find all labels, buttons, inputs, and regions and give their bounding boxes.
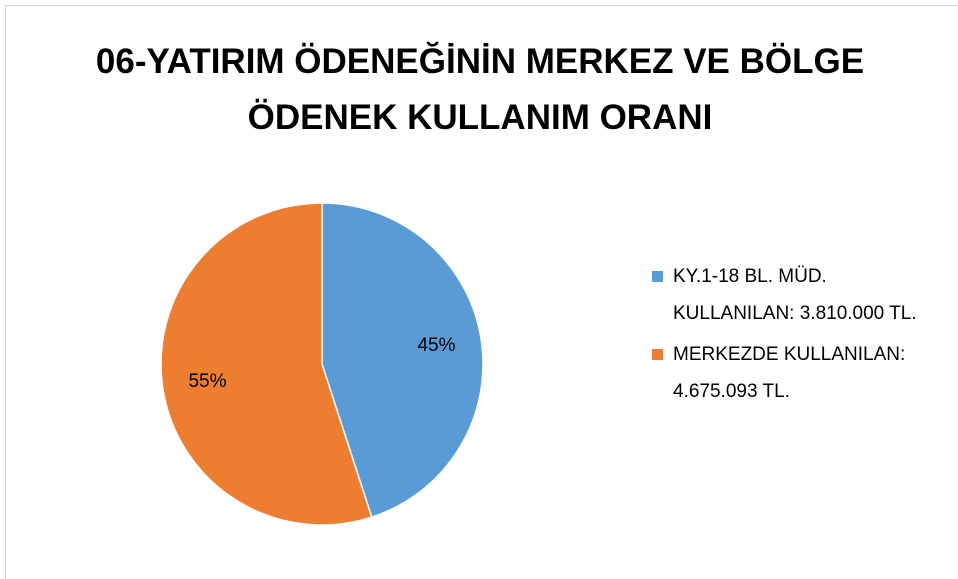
pie-slice xyxy=(160,202,373,526)
legend-item: MERKEZDE KULLANILAN: 4.675.093 TL. xyxy=(652,336,943,410)
legend-label: MERKEZDE KULLANILAN: 4.675.093 TL. xyxy=(673,344,906,402)
data-label: 45% xyxy=(417,335,455,356)
pie-slice xyxy=(321,202,484,519)
data-label: 55% xyxy=(188,371,226,392)
legend-item: KY.1-18 BL. MÜD. KULLANILAN: 3.810.000 T… xyxy=(652,258,943,332)
legend-marker xyxy=(652,271,663,282)
legend-marker xyxy=(652,349,663,360)
legend-label: KY.1-18 BL. MÜD. KULLANILAN: 3.810.000 T… xyxy=(673,266,917,324)
chart-border xyxy=(5,5,958,579)
legend: KY.1-18 BL. MÜD. KULLANILAN: 3.810.000 T… xyxy=(652,258,952,414)
chart-title: 06-YATIRIM ÖDENEĞİNİN MERKEZ VE BÖLGE ÖD… xyxy=(95,42,865,137)
